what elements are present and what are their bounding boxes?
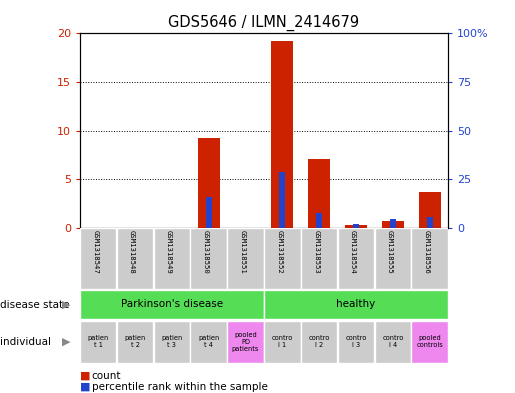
- Bar: [227, 228, 264, 289]
- Bar: [390, 219, 396, 228]
- Bar: [353, 224, 359, 228]
- Bar: [153, 321, 190, 363]
- Text: GSM1318555: GSM1318555: [387, 230, 393, 274]
- Text: pooled
controls: pooled controls: [416, 335, 443, 349]
- Text: count: count: [92, 371, 121, 381]
- Bar: [271, 41, 294, 228]
- Bar: [308, 159, 330, 228]
- Bar: [382, 221, 404, 228]
- Text: GSM1318552: GSM1318552: [277, 230, 282, 274]
- Bar: [345, 225, 367, 228]
- Text: disease state: disease state: [0, 299, 70, 310]
- Text: GSM1318549: GSM1318549: [166, 230, 172, 274]
- Bar: [117, 321, 153, 363]
- Bar: [205, 197, 212, 228]
- Bar: [419, 192, 441, 228]
- Bar: [426, 217, 433, 228]
- Bar: [279, 171, 285, 228]
- Text: pooled
PD
patients: pooled PD patients: [232, 332, 259, 352]
- Text: GSM1318556: GSM1318556: [424, 230, 430, 274]
- Text: ▶: ▶: [62, 299, 70, 310]
- Bar: [80, 290, 264, 319]
- Text: contro
l 1: contro l 1: [271, 335, 293, 349]
- Text: patien
t 1: patien t 1: [88, 335, 109, 349]
- Text: GSM1318551: GSM1318551: [239, 230, 246, 274]
- Text: Parkinson's disease: Parkinson's disease: [121, 299, 223, 309]
- Bar: [264, 321, 301, 363]
- Bar: [301, 321, 337, 363]
- Text: contro
l 3: contro l 3: [345, 335, 367, 349]
- Text: individual: individual: [0, 337, 51, 347]
- Bar: [198, 138, 220, 228]
- Bar: [264, 290, 448, 319]
- Text: GSM1318553: GSM1318553: [313, 230, 319, 274]
- Bar: [117, 228, 153, 289]
- Text: contro
l 4: contro l 4: [382, 335, 404, 349]
- Bar: [264, 228, 301, 289]
- Bar: [411, 321, 448, 363]
- Bar: [153, 228, 190, 289]
- Bar: [374, 228, 411, 289]
- Bar: [227, 321, 264, 363]
- Bar: [301, 228, 337, 289]
- Text: patien
t 3: patien t 3: [161, 335, 182, 349]
- Title: GDS5646 / ILMN_2414679: GDS5646 / ILMN_2414679: [168, 15, 359, 31]
- Text: healthy: healthy: [336, 299, 375, 309]
- Text: ■: ■: [80, 382, 90, 392]
- Text: GSM1318547: GSM1318547: [92, 230, 98, 274]
- Text: contro
l 2: contro l 2: [308, 335, 330, 349]
- Text: ■: ■: [80, 371, 90, 381]
- Text: GSM1318548: GSM1318548: [129, 230, 135, 274]
- Bar: [338, 228, 374, 289]
- Bar: [338, 321, 374, 363]
- Text: GSM1318550: GSM1318550: [203, 230, 209, 274]
- Bar: [411, 228, 448, 289]
- Bar: [80, 228, 116, 289]
- Bar: [374, 321, 411, 363]
- Bar: [316, 213, 322, 228]
- Bar: [80, 321, 116, 363]
- Text: ▶: ▶: [62, 337, 70, 347]
- Text: patien
t 2: patien t 2: [125, 335, 146, 349]
- Text: percentile rank within the sample: percentile rank within the sample: [92, 382, 268, 392]
- Bar: [191, 321, 227, 363]
- Text: patien
t 4: patien t 4: [198, 335, 219, 349]
- Text: GSM1318554: GSM1318554: [350, 230, 356, 274]
- Bar: [191, 228, 227, 289]
